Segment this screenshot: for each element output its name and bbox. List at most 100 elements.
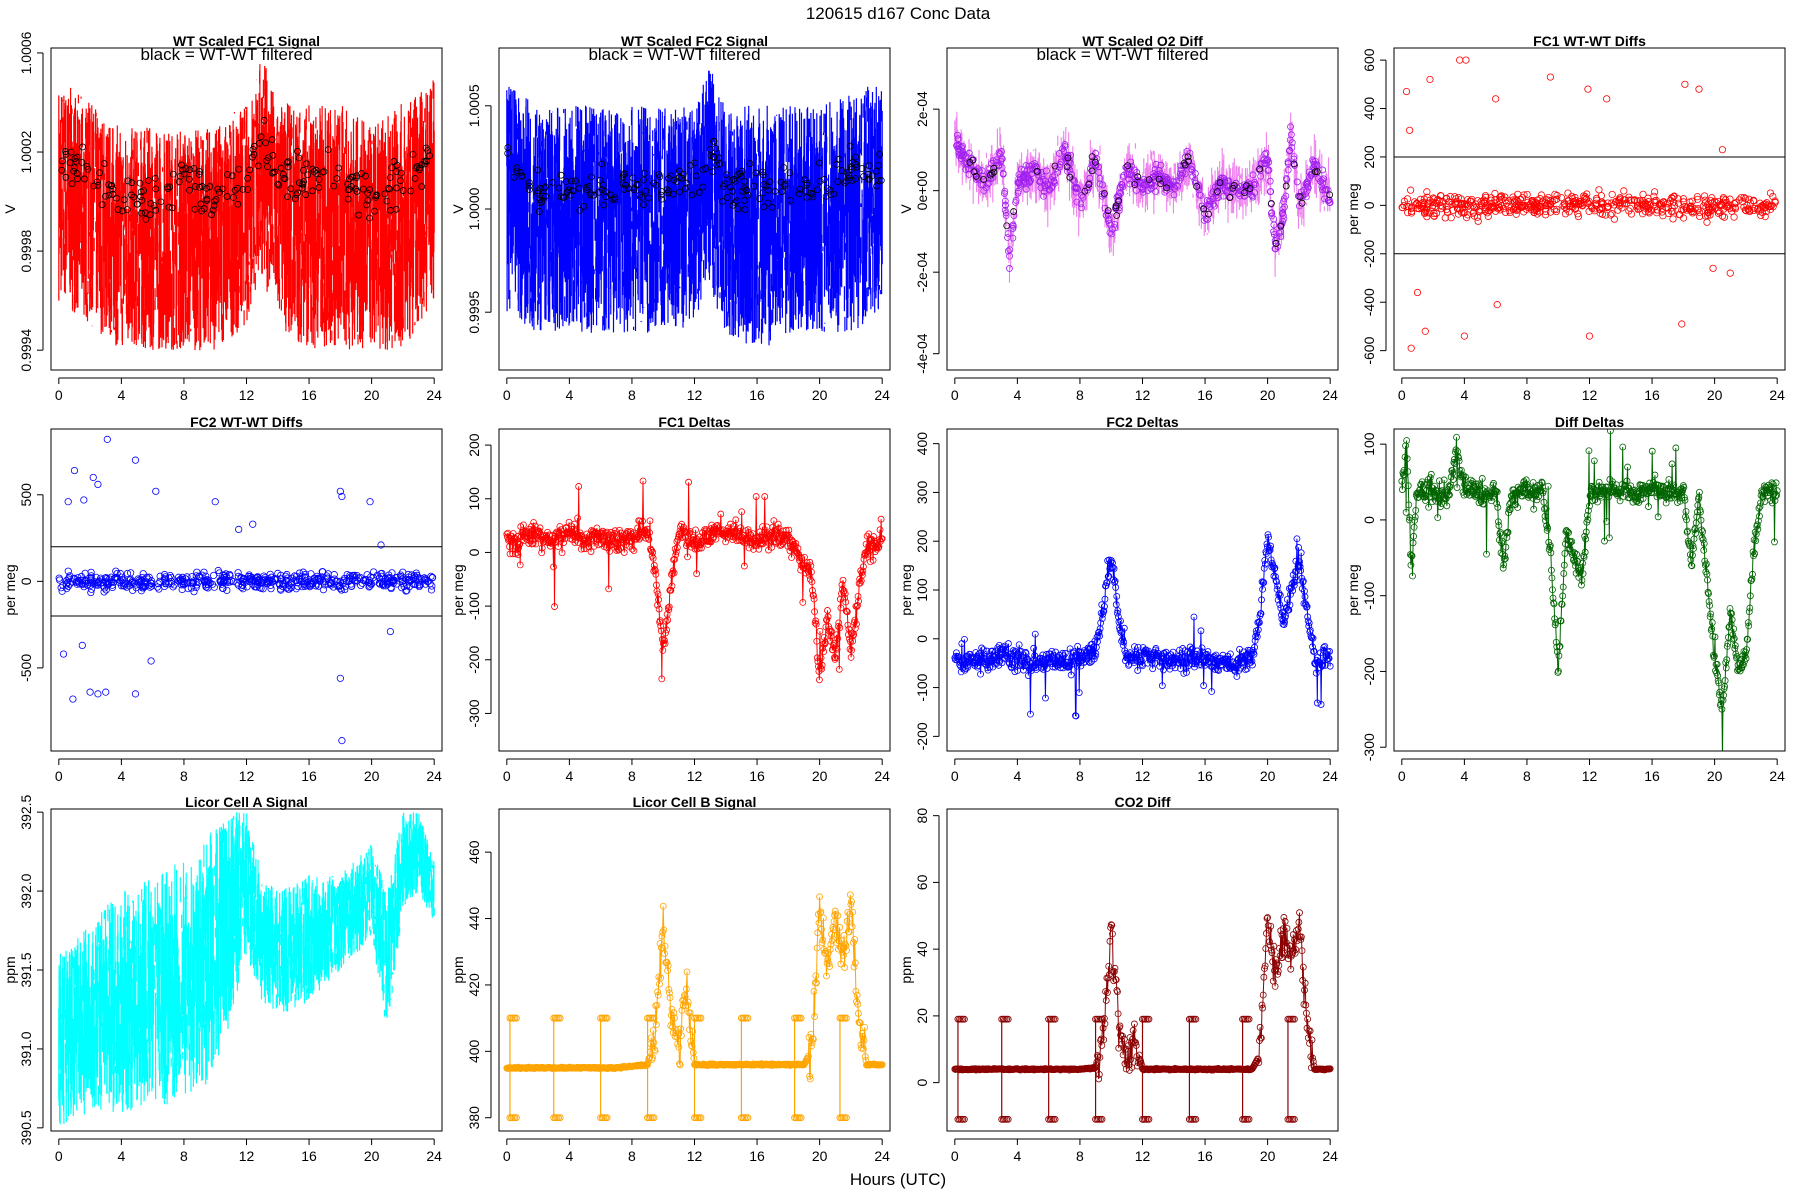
diffd-point <box>1768 479 1776 487</box>
o2diff-point <box>1251 178 1259 186</box>
fc2wt-point <box>93 579 101 587</box>
fc2sig-marker <box>549 179 556 186</box>
fc1wt-point <box>1700 192 1709 200</box>
fc2sig-marker <box>733 197 741 205</box>
diffd-point <box>1605 493 1613 501</box>
diffd-point <box>1603 517 1611 525</box>
cellb-point <box>686 1009 694 1017</box>
fc2wt-point <box>167 577 176 586</box>
diffd-point <box>1723 643 1731 650</box>
fc2wt-point <box>201 576 209 584</box>
o2diff-x-tick-label: 4 <box>1013 387 1021 403</box>
o2diff-point <box>1141 182 1148 189</box>
fc2sig-marker <box>598 160 606 168</box>
fc2d-point <box>1271 564 1279 572</box>
fc1sig-marker <box>212 196 220 203</box>
fc1d-point <box>514 551 522 558</box>
fc1sig-marker <box>177 172 184 180</box>
fc1d-point <box>665 603 673 611</box>
fc2wt-point <box>252 583 261 591</box>
fc2sig-marker <box>598 186 606 194</box>
fc2sig-marker <box>852 161 860 168</box>
fc1wt-outlier <box>1718 146 1727 154</box>
fc1d-point <box>878 535 886 543</box>
fc1d-x-tick-label: 24 <box>874 768 890 784</box>
diffd-x-tick-label: 8 <box>1523 768 1531 784</box>
fc1wt-point <box>1716 208 1724 216</box>
fc1wt-point <box>1676 210 1684 219</box>
fc1wt-point <box>1574 212 1583 221</box>
fc2wt-point <box>259 576 267 584</box>
o2diff-point <box>1286 147 1294 155</box>
fc2wt-point <box>175 577 183 585</box>
fc1wt-point <box>1565 208 1573 216</box>
fc1d-x-tick-label: 8 <box>628 768 636 784</box>
fc2sig-marker <box>756 195 764 203</box>
fc1wt-point <box>1704 200 1712 208</box>
o2diff-y-label: V <box>898 204 914 214</box>
fc2wt-point <box>319 586 328 594</box>
fc1wt-outlier <box>1681 80 1689 88</box>
fc1sig-x-tick-label: 20 <box>364 387 380 403</box>
fc1sig-marker <box>235 165 243 173</box>
cellb-point <box>659 902 667 910</box>
fc1d-point <box>769 523 777 531</box>
fc2sig-marker <box>719 198 726 205</box>
fc1wt-point <box>1749 197 1758 205</box>
cellb-point <box>682 985 690 993</box>
fc1sig-marker <box>312 170 320 177</box>
o2diff-point <box>1212 192 1220 200</box>
fc1sig-marker <box>335 164 342 172</box>
diffd-point <box>1690 545 1697 552</box>
cella-y-tick-label: 392.0 <box>18 873 34 908</box>
fc1sig-marker <box>353 172 360 180</box>
fc2wt-point <box>87 585 96 593</box>
o2diff-point <box>998 148 1005 155</box>
cella-x-tick-label: 0 <box>55 1148 63 1164</box>
cellb-point <box>684 998 692 1006</box>
fc2wt-y-tick-label: 500 <box>18 483 34 507</box>
fc1sig-marker <box>412 164 420 172</box>
fc2wt-point <box>285 585 293 593</box>
fc2wt-y-tick-label: 0 <box>18 577 34 585</box>
fc2wt-point <box>64 575 72 583</box>
fc2sig-marker <box>609 196 617 203</box>
fc1sig-marker <box>123 206 131 214</box>
o2diff-point <box>1078 204 1086 212</box>
fc2wt-point <box>351 576 359 585</box>
diffd-point <box>1607 429 1614 435</box>
o2diff-point <box>1241 192 1248 200</box>
diffd-point <box>1533 496 1541 504</box>
diffd-point <box>1722 659 1730 666</box>
cellb-point <box>644 1058 652 1066</box>
o2diff-point <box>1173 177 1181 185</box>
fc1wt-point <box>1423 193 1431 201</box>
fc2wt-point <box>160 575 168 583</box>
o2diff-point <box>1322 185 1330 193</box>
fc1sig-marker <box>186 186 193 194</box>
diffd-point <box>1398 477 1406 485</box>
fc2sig-marker <box>743 186 751 194</box>
fc1d-point <box>744 526 752 534</box>
fc2d-point <box>1230 666 1238 674</box>
cellb-point <box>650 1039 658 1046</box>
fc2d-x-tick-label: 20 <box>1260 768 1276 784</box>
fc1wt-point <box>1757 211 1765 220</box>
fc2sig-marker <box>752 169 760 177</box>
diffd-point <box>1408 552 1416 560</box>
fc1wt-point <box>1550 206 1558 214</box>
fc1d-point <box>869 556 877 564</box>
diffd-point <box>1476 482 1483 489</box>
fc2wt-point <box>378 580 387 589</box>
o2diff-marker <box>1112 204 1120 212</box>
o2diff-point <box>1201 210 1208 218</box>
fc2sig-marker <box>741 206 749 213</box>
fc1sig-marker <box>70 167 78 175</box>
fc2sig-marker <box>740 197 748 204</box>
o2diff-point <box>1126 180 1134 188</box>
cellb-point <box>654 991 662 999</box>
diffd-point <box>1682 508 1690 515</box>
o2diff-point <box>1239 188 1247 195</box>
fc1sig-marker <box>223 193 231 200</box>
diffd-point <box>1443 502 1451 510</box>
